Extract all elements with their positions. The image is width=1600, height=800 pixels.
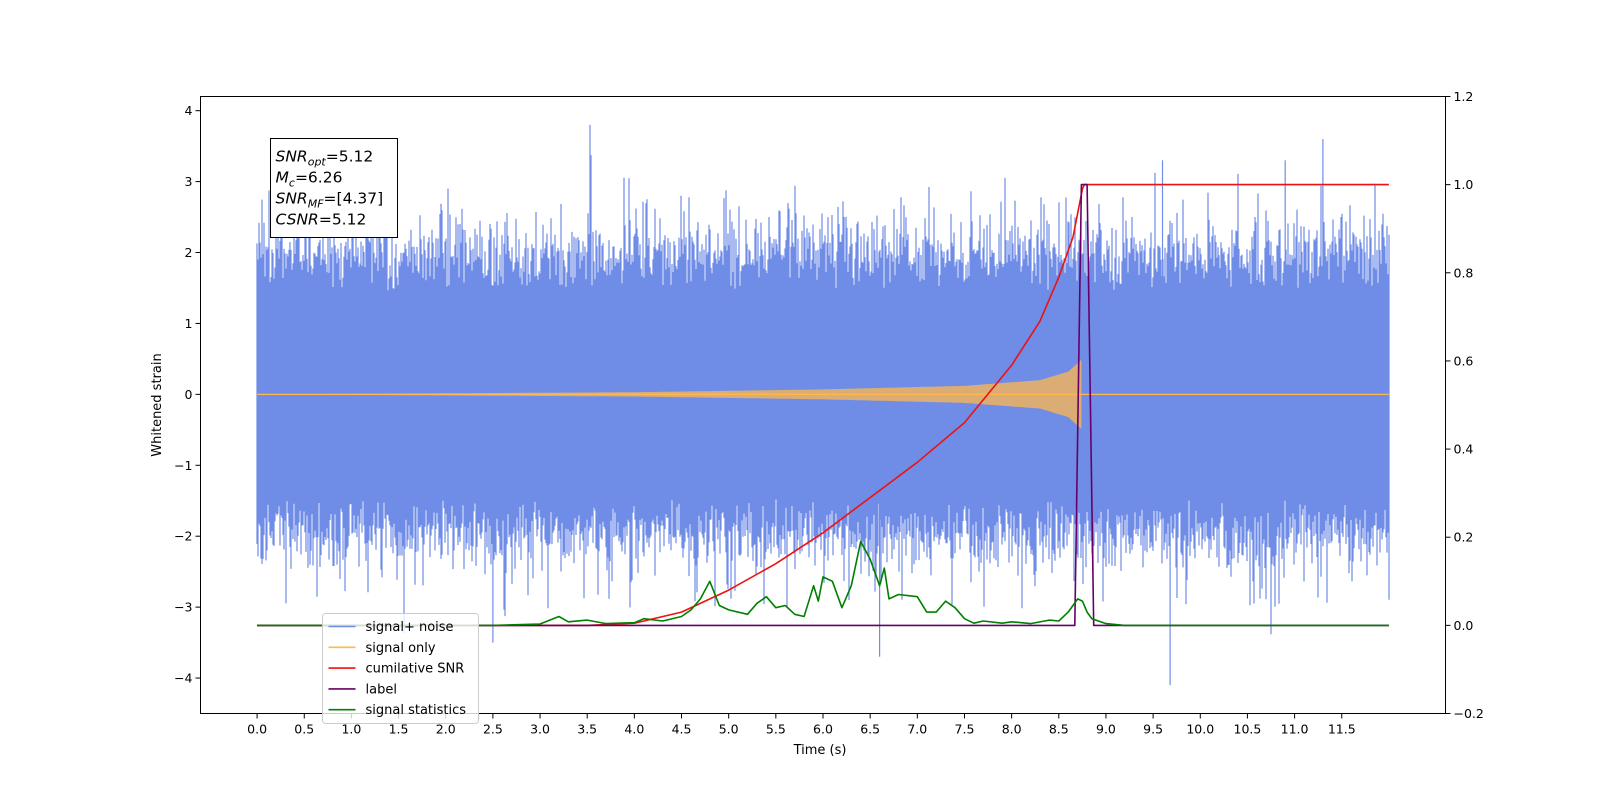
legend: signal+ noise signal only cumilative SNR la… [322, 613, 479, 724]
legend-label: signal only [366, 641, 436, 656]
y2-tick-label: 0.8 [1454, 265, 1474, 280]
annotation-line: Mc=6.26 [276, 169, 343, 190]
y-tick-label: 0 [185, 387, 193, 402]
x-tick-label: 4.5 [672, 722, 692, 737]
series-layer [256, 124, 1390, 686]
y-tick-label: 2 [185, 245, 193, 260]
x-tick-label: 8.0 [1002, 722, 1022, 737]
x-tick-label: 0.0 [247, 722, 267, 737]
y2-tick-label: −0.2 [1454, 706, 1484, 721]
x-tick-label: 5.5 [766, 722, 786, 737]
x-tick-label: 3.0 [530, 722, 550, 737]
y-tick-label: −2 [174, 529, 192, 544]
x-tick-label: 9.5 [1143, 722, 1163, 737]
legend-entry: signal+ noise [328, 620, 454, 635]
annotation-subscript: c [289, 177, 295, 190]
annotation-value: =6.26 [295, 169, 343, 187]
annotation-frame [270, 138, 398, 238]
annotation-symbol: SNR [276, 148, 308, 166]
signal-noise-trace [256, 124, 1390, 686]
x-tick-label: 9.0 [1096, 722, 1116, 737]
x-tick-label: 3.5 [577, 722, 597, 737]
x-tick-label: 2.5 [483, 722, 503, 737]
annotation-line: SNRopt=5.12 [276, 148, 374, 169]
annotation-symbol: CSNR [276, 211, 319, 229]
legend-entry: signal statistics [328, 703, 467, 718]
annotation-value: =5.12 [326, 148, 374, 166]
annotation-value: =[4.37] [324, 190, 384, 208]
x-tick-label: 4.0 [624, 722, 644, 737]
legend-label: signal statistics [366, 703, 467, 718]
x-tick-label: 1.5 [389, 722, 409, 737]
x-tick-label: 11.0 [1281, 722, 1309, 737]
legend-label: signal+ noise [366, 620, 454, 635]
legend-entry: label [328, 682, 397, 697]
y-tick-label: −1 [174, 458, 192, 473]
annotation-symbol: SNR [276, 190, 308, 208]
legend-label: cumilative SNR [366, 662, 465, 677]
y2-tick-label: 0.4 [1454, 442, 1474, 457]
x-tick-label: 2.0 [436, 722, 456, 737]
y2-tick-label: 1.0 [1454, 177, 1474, 192]
legend-label: label [366, 682, 397, 697]
annotation-line: SNRMF=[4.37] [276, 190, 384, 211]
annotation-value: =5.12 [319, 211, 367, 229]
series-signal-only [257, 359, 1389, 429]
x-axis: 0.0 0.5 1.0 1.5 2.0 2.5 3.0 3.5 4.0 4.5 5.0 5.5 6.0 6… [247, 713, 1356, 737]
legend-entry: signal only [328, 641, 436, 656]
y2-tick-label: 1.2 [1454, 89, 1474, 104]
x-tick-label: 11.5 [1328, 722, 1356, 737]
y-axis-left: −4 −3 −2 −1 0 1 2 3 4 [174, 103, 201, 686]
x-tick-label: 6.5 [860, 722, 880, 737]
series-line [257, 540, 1389, 627]
x-tick-label: 1.0 [341, 722, 361, 737]
legend-frame [322, 613, 479, 724]
annotation-line: CSNR=5.12 [276, 211, 367, 229]
x-tick-label: 10.5 [1234, 722, 1262, 737]
annotation-symbol: M [276, 169, 289, 187]
x-tick-label: 5.0 [719, 722, 739, 737]
y-tick-label: 4 [185, 103, 193, 118]
y-tick-label: −4 [174, 671, 192, 686]
x-tick-label: 8.5 [1049, 722, 1069, 737]
y2-tick-label: 0.2 [1454, 530, 1474, 545]
series-signal-noise [256, 124, 1390, 686]
y-tick-label: 1 [185, 316, 193, 331]
y2-tick-label: 0.0 [1454, 618, 1474, 633]
legend-entry: cumilative SNR [328, 662, 465, 677]
x-tick-label: 0.5 [294, 722, 314, 737]
y-axis-label: Whitened strain [150, 353, 165, 456]
x-tick-label: 7.5 [955, 722, 975, 737]
x-tick-label: 7.0 [907, 722, 927, 737]
y-tick-label: 3 [185, 174, 193, 189]
x-axis-label: Time (s) [793, 743, 847, 758]
y-tick-label: −3 [174, 600, 192, 615]
annotation-subscript: opt [308, 156, 327, 169]
x-tick-label: 10.0 [1186, 722, 1214, 737]
y-axis-right: −0.2 0.0 0.2 0.4 0.6 0.8 1.0 1.2 [1445, 89, 1484, 721]
annotation-subscript: MF [308, 198, 324, 211]
x-tick-label: 6.0 [813, 722, 833, 737]
series-signal-statistics [257, 540, 1389, 627]
y2-tick-label: 0.6 [1454, 353, 1474, 368]
